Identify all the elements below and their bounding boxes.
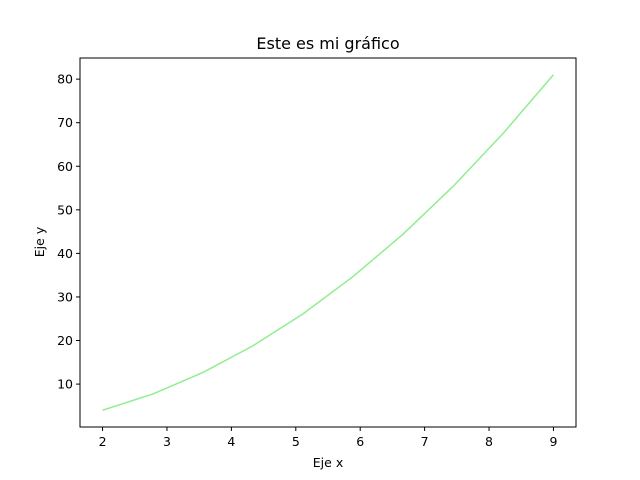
y-axis-label: Eje y [32, 226, 47, 257]
y-axis-ticks: 10 20 30 40 50 60 70 80 [57, 72, 80, 392]
y-tick-label: 10 [57, 377, 73, 392]
y-tick-label: 40 [57, 246, 73, 261]
x-axis-label: Eje x [313, 455, 343, 470]
y-tick-label: 70 [57, 115, 73, 130]
y-tick-label: 30 [57, 289, 73, 304]
series-line [102, 74, 555, 411]
y-tick-label: 20 [57, 333, 73, 348]
plot-area-frame [79, 57, 577, 428]
y-tick-label: 60 [57, 159, 73, 174]
series-layer [102, 74, 555, 411]
x-tick-label: 3 [163, 434, 171, 449]
x-tick-label: 2 [99, 434, 107, 449]
y-tick-label: 80 [57, 72, 73, 87]
x-tick-label: 6 [356, 434, 364, 449]
x-tick-label: 9 [549, 434, 557, 449]
chart-title: Este es mi gráfico [256, 34, 399, 53]
x-tick-label: 5 [292, 434, 300, 449]
y-tick-label: 50 [57, 202, 73, 217]
x-axis-ticks: 2 3 4 5 6 7 8 9 [99, 427, 557, 449]
x-tick-label: 4 [227, 434, 235, 449]
x-tick-label: 8 [485, 434, 493, 449]
x-tick-label: 7 [421, 434, 429, 449]
